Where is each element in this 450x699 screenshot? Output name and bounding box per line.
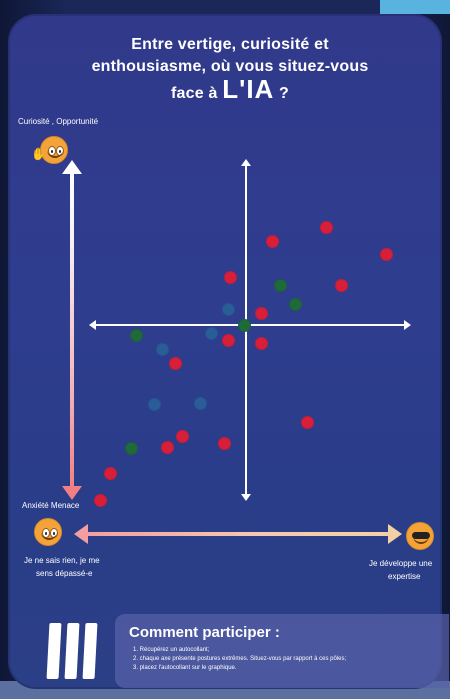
hand-icon: ✋ [31, 147, 46, 161]
sunglasses-face-icon [406, 522, 434, 550]
vertical-arrow [62, 160, 82, 500]
sticker-dot [274, 279, 287, 292]
title-line-1: Entre vertige, curiosité et [131, 36, 329, 53]
thinking-face-icon: ✋ [31, 136, 68, 164]
horizontal-arrow [74, 524, 402, 544]
instruction-line-1: 1. Récupérez un autocollant; [133, 647, 210, 653]
sticker-dot [218, 437, 231, 450]
sticker-dot [161, 441, 174, 454]
sticker-dot [380, 248, 393, 261]
blue-corner-accent [380, 0, 450, 14]
logo-marks [46, 623, 104, 681]
sticker-dot [148, 398, 161, 411]
anxious-left-eye-icon [42, 528, 50, 538]
instruction-heading: Comment participer : [129, 624, 280, 641]
sticker-dot [169, 357, 182, 370]
sticker-dot [238, 319, 251, 332]
title-prefix: face à [171, 85, 218, 102]
title-line-3: face à L'IA ? [70, 76, 390, 105]
title-accent: L'IA [222, 74, 275, 104]
sticker-dot [194, 397, 207, 410]
sticker-dot [224, 271, 237, 284]
sticker-dot [335, 279, 348, 292]
title-suffix: ? [278, 85, 289, 102]
sticker-dot [222, 303, 235, 316]
sticker-dot [130, 329, 143, 342]
sticker-dot [289, 298, 302, 311]
sticker-dot [222, 334, 235, 347]
instruction-line-2: 2. chaque axe présente postures extrêmes… [133, 656, 347, 662]
sticker-dot [301, 416, 314, 429]
sticker-dot [156, 343, 169, 356]
instruction-text: 1. Récupérez un autocollant; 2. chaque a… [133, 646, 346, 673]
sticker-dot [104, 467, 117, 480]
bottom-right-label-line-1: Je développe une [369, 559, 433, 568]
bottom-left-label-line-2: sens dépassé-e [36, 569, 93, 578]
sticker-dot [255, 307, 268, 320]
top-left-label: Curiosité , Opportunité [18, 117, 99, 126]
sticker-dot [320, 221, 333, 234]
poster-title: Entre vertige, curiosité et enthousiasme… [70, 34, 390, 105]
sticker-dot [94, 494, 107, 507]
title-line-2: enthousiasme, où vous situez-vous [91, 58, 369, 75]
poster [8, 14, 442, 689]
sunglasses-icon [412, 532, 430, 539]
sticker-dot [176, 430, 189, 443]
sticker-dot [255, 337, 268, 350]
instruction-line-3: 3. placez l'autocollant sur le graphique… [133, 665, 237, 671]
bottom-right-label-line-2: expertise [388, 572, 421, 581]
anxious-face-icon [34, 518, 62, 546]
sticker-dot [125, 442, 138, 455]
instruction-panel: Comment participer : 1. Récupérez un aut… [115, 614, 449, 688]
sticker-dot [266, 235, 279, 248]
bottom-left-label-line-1: Je ne sais rien, je me [24, 556, 100, 565]
bottom-left-top-label: Anxiété Menace [22, 501, 80, 510]
anxious-right-eye-icon [50, 528, 58, 538]
sticker-dot [205, 327, 218, 340]
left-eye-icon [48, 146, 56, 156]
right-eye-icon [56, 146, 64, 156]
